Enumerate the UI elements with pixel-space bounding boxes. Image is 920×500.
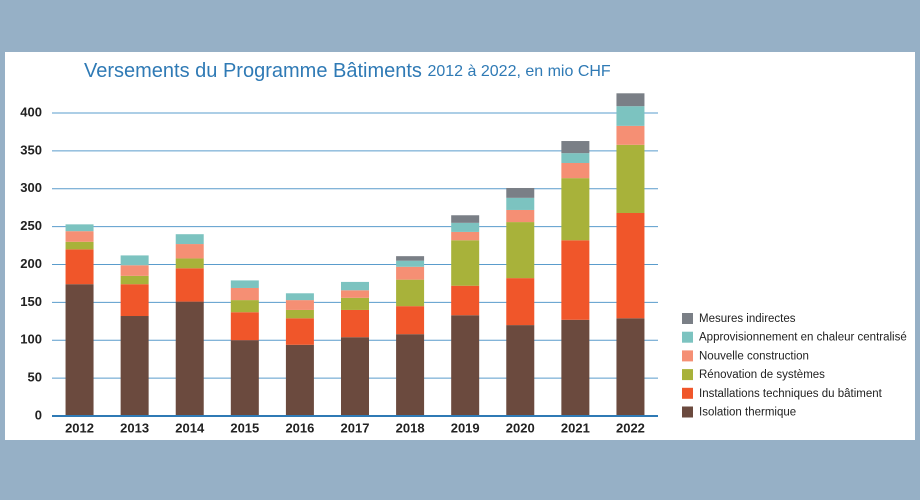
bar-segment xyxy=(561,153,590,163)
bar-segment xyxy=(341,309,369,338)
bar-segment xyxy=(616,106,645,126)
legend-swatch xyxy=(682,406,693,418)
bar-segment xyxy=(451,240,480,286)
bar-segment xyxy=(285,318,314,345)
bar-segment xyxy=(341,297,369,310)
y-tick-label: 200 xyxy=(20,256,42,271)
legend-swatch xyxy=(682,313,693,324)
legend-swatch xyxy=(682,387,693,399)
bar-segment xyxy=(175,244,204,259)
bar-segment xyxy=(451,285,480,316)
x-tick-label: 2015 xyxy=(230,420,259,435)
bar-segment xyxy=(506,197,535,210)
bar-segment xyxy=(341,281,369,291)
y-tick-label: 350 xyxy=(20,142,42,157)
bar-segment xyxy=(451,315,480,416)
x-tick-label: 2020 xyxy=(506,420,535,435)
bar-segment xyxy=(341,337,369,416)
x-tick-label: 2019 xyxy=(451,420,480,435)
bar-segment xyxy=(120,275,149,285)
legend-label: Isolation thermique xyxy=(699,407,796,419)
bar-segment xyxy=(616,93,645,107)
bar-segment xyxy=(396,306,425,335)
bar-segment xyxy=(230,300,259,313)
bar-segment xyxy=(285,293,314,301)
y-tick-label: 400 xyxy=(20,104,42,119)
bar-segment xyxy=(65,224,94,232)
bar-segment xyxy=(230,312,259,341)
legend-swatch xyxy=(682,331,693,343)
bar-segment xyxy=(341,290,369,298)
bar-segment xyxy=(396,266,425,280)
bar-segment xyxy=(175,268,204,302)
bar-segment xyxy=(65,284,94,416)
bar-segment xyxy=(120,316,149,416)
bar-segment xyxy=(120,255,149,266)
x-tick-label: 2014 xyxy=(175,420,205,435)
bar-segment xyxy=(616,125,645,145)
y-tick-label: 300 xyxy=(20,180,42,195)
y-tick-label: 150 xyxy=(20,294,42,309)
bar-segment xyxy=(285,344,314,416)
bar-segment xyxy=(230,340,259,416)
bar-segment xyxy=(175,234,204,245)
bar-segment xyxy=(396,256,425,261)
title-main: Versements du Programme Bâtiments xyxy=(84,60,422,82)
bar-segment xyxy=(616,212,645,319)
bar-segment xyxy=(396,334,425,416)
x-tick-label: 2018 xyxy=(396,420,425,435)
bar-segment xyxy=(506,278,535,326)
legend-label: Mesures indirectes xyxy=(699,313,796,325)
title-sub: 2012 à 2022, en mio CHF xyxy=(427,63,610,80)
legend-label: Nouvelle construction xyxy=(699,350,809,362)
bar-segment xyxy=(561,178,590,241)
bar-segment xyxy=(175,301,204,416)
legend-label: Installations techniques du bâtiment xyxy=(699,388,883,400)
bar-segment xyxy=(65,249,94,285)
x-tick-label: 2012 xyxy=(65,420,94,435)
bar-segment xyxy=(396,260,425,267)
bar-segment xyxy=(561,240,590,320)
y-tick-label: 100 xyxy=(20,332,42,347)
bar-segment xyxy=(506,325,535,416)
legend-swatch xyxy=(682,369,693,381)
x-tick-label: 2022 xyxy=(616,420,645,435)
legend-label: Rénovation de systèmes xyxy=(699,369,825,381)
x-tick-label: 2021 xyxy=(561,420,590,435)
bar-segment xyxy=(230,287,259,301)
bar-segment xyxy=(65,231,94,242)
bar-segment xyxy=(561,162,590,179)
bar-segment xyxy=(561,319,590,416)
legend-swatch xyxy=(682,350,693,362)
bar-segment xyxy=(616,144,645,213)
bar-segment xyxy=(65,241,94,250)
bar-segment xyxy=(175,258,204,269)
bar-segment xyxy=(285,309,314,319)
y-tick-label: 250 xyxy=(20,218,42,233)
bar-segment xyxy=(506,209,535,223)
bar-segment xyxy=(120,265,149,276)
chart-title: Versements du Programme Bâtiments 2012 à… xyxy=(84,60,611,82)
x-tick-label: 2016 xyxy=(285,420,314,435)
bar-segment xyxy=(451,222,480,232)
legend-label: Approvisionnement en chaleur centralisé xyxy=(699,332,907,344)
bar-segment xyxy=(506,187,535,198)
bar-segment xyxy=(616,318,645,416)
x-tick-label: 2013 xyxy=(120,420,149,435)
x-tick-label: 2017 xyxy=(341,420,370,435)
bar-segment xyxy=(230,280,259,288)
bar-segment xyxy=(561,141,590,154)
y-tick-label: 0 xyxy=(35,407,42,422)
bar-segment xyxy=(120,284,149,317)
bar-segment xyxy=(396,279,425,307)
y-tick-label: 50 xyxy=(28,370,42,385)
bar-segment xyxy=(451,215,480,223)
bar-segment xyxy=(506,222,535,279)
bar-segment xyxy=(451,231,480,241)
bar-segment xyxy=(285,300,314,310)
